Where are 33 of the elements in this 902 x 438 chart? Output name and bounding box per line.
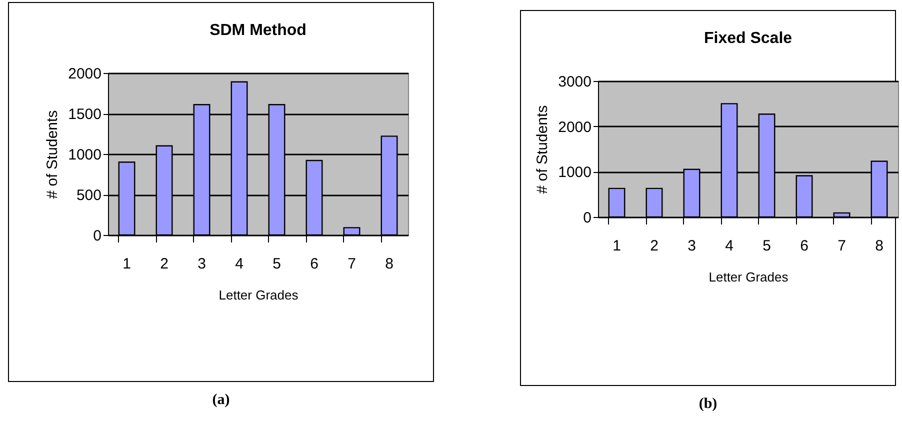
y-tick-label: 500 (76, 187, 102, 204)
x-tick-label: 8 (385, 256, 394, 272)
y-tick-label: 2000 (558, 118, 592, 136)
x-tick-label: 8 (875, 238, 884, 254)
x-tick-label: 1 (122, 256, 131, 272)
x-tick-label: 7 (838, 238, 846, 254)
y-tick-label: 1000 (68, 146, 102, 164)
y-axis-title: # of Students (534, 105, 552, 194)
y-tick-label: 0 (583, 210, 592, 226)
y-tick-label: 2000 (68, 66, 102, 82)
x-axis-title: Letter Grades (708, 270, 789, 284)
y-tick-label: 1500 (68, 106, 102, 123)
x-tick-label: 6 (800, 238, 808, 254)
x-tick-label: 1 (612, 238, 621, 254)
text: (a) (211, 392, 231, 409)
chart-title: SDM Method (210, 22, 306, 39)
y-tick-label: 1000 (558, 164, 592, 182)
x-tick-label: 2 (160, 256, 168, 272)
chart-title: Fixed Scale (704, 30, 792, 47)
x-tick-label: 3 (198, 256, 206, 272)
x-tick-label: 6 (310, 256, 318, 272)
x-tick-label: 3 (688, 238, 696, 254)
y-tick-label: 0 (93, 228, 102, 244)
x-tick-label: 4 (725, 238, 734, 254)
text: (b) (698, 396, 718, 413)
x-axis-title: Letter Grades (218, 288, 299, 302)
x-tick-label: 5 (272, 256, 281, 272)
x-tick-label: 7 (348, 256, 356, 272)
x-tick-label: 4 (235, 256, 244, 272)
x-tick-label: 2 (650, 238, 658, 254)
x-tick-label: 5 (762, 238, 771, 254)
y-tick-label: 3000 (558, 74, 592, 90)
y-axis-title: # of Students (44, 110, 62, 199)
